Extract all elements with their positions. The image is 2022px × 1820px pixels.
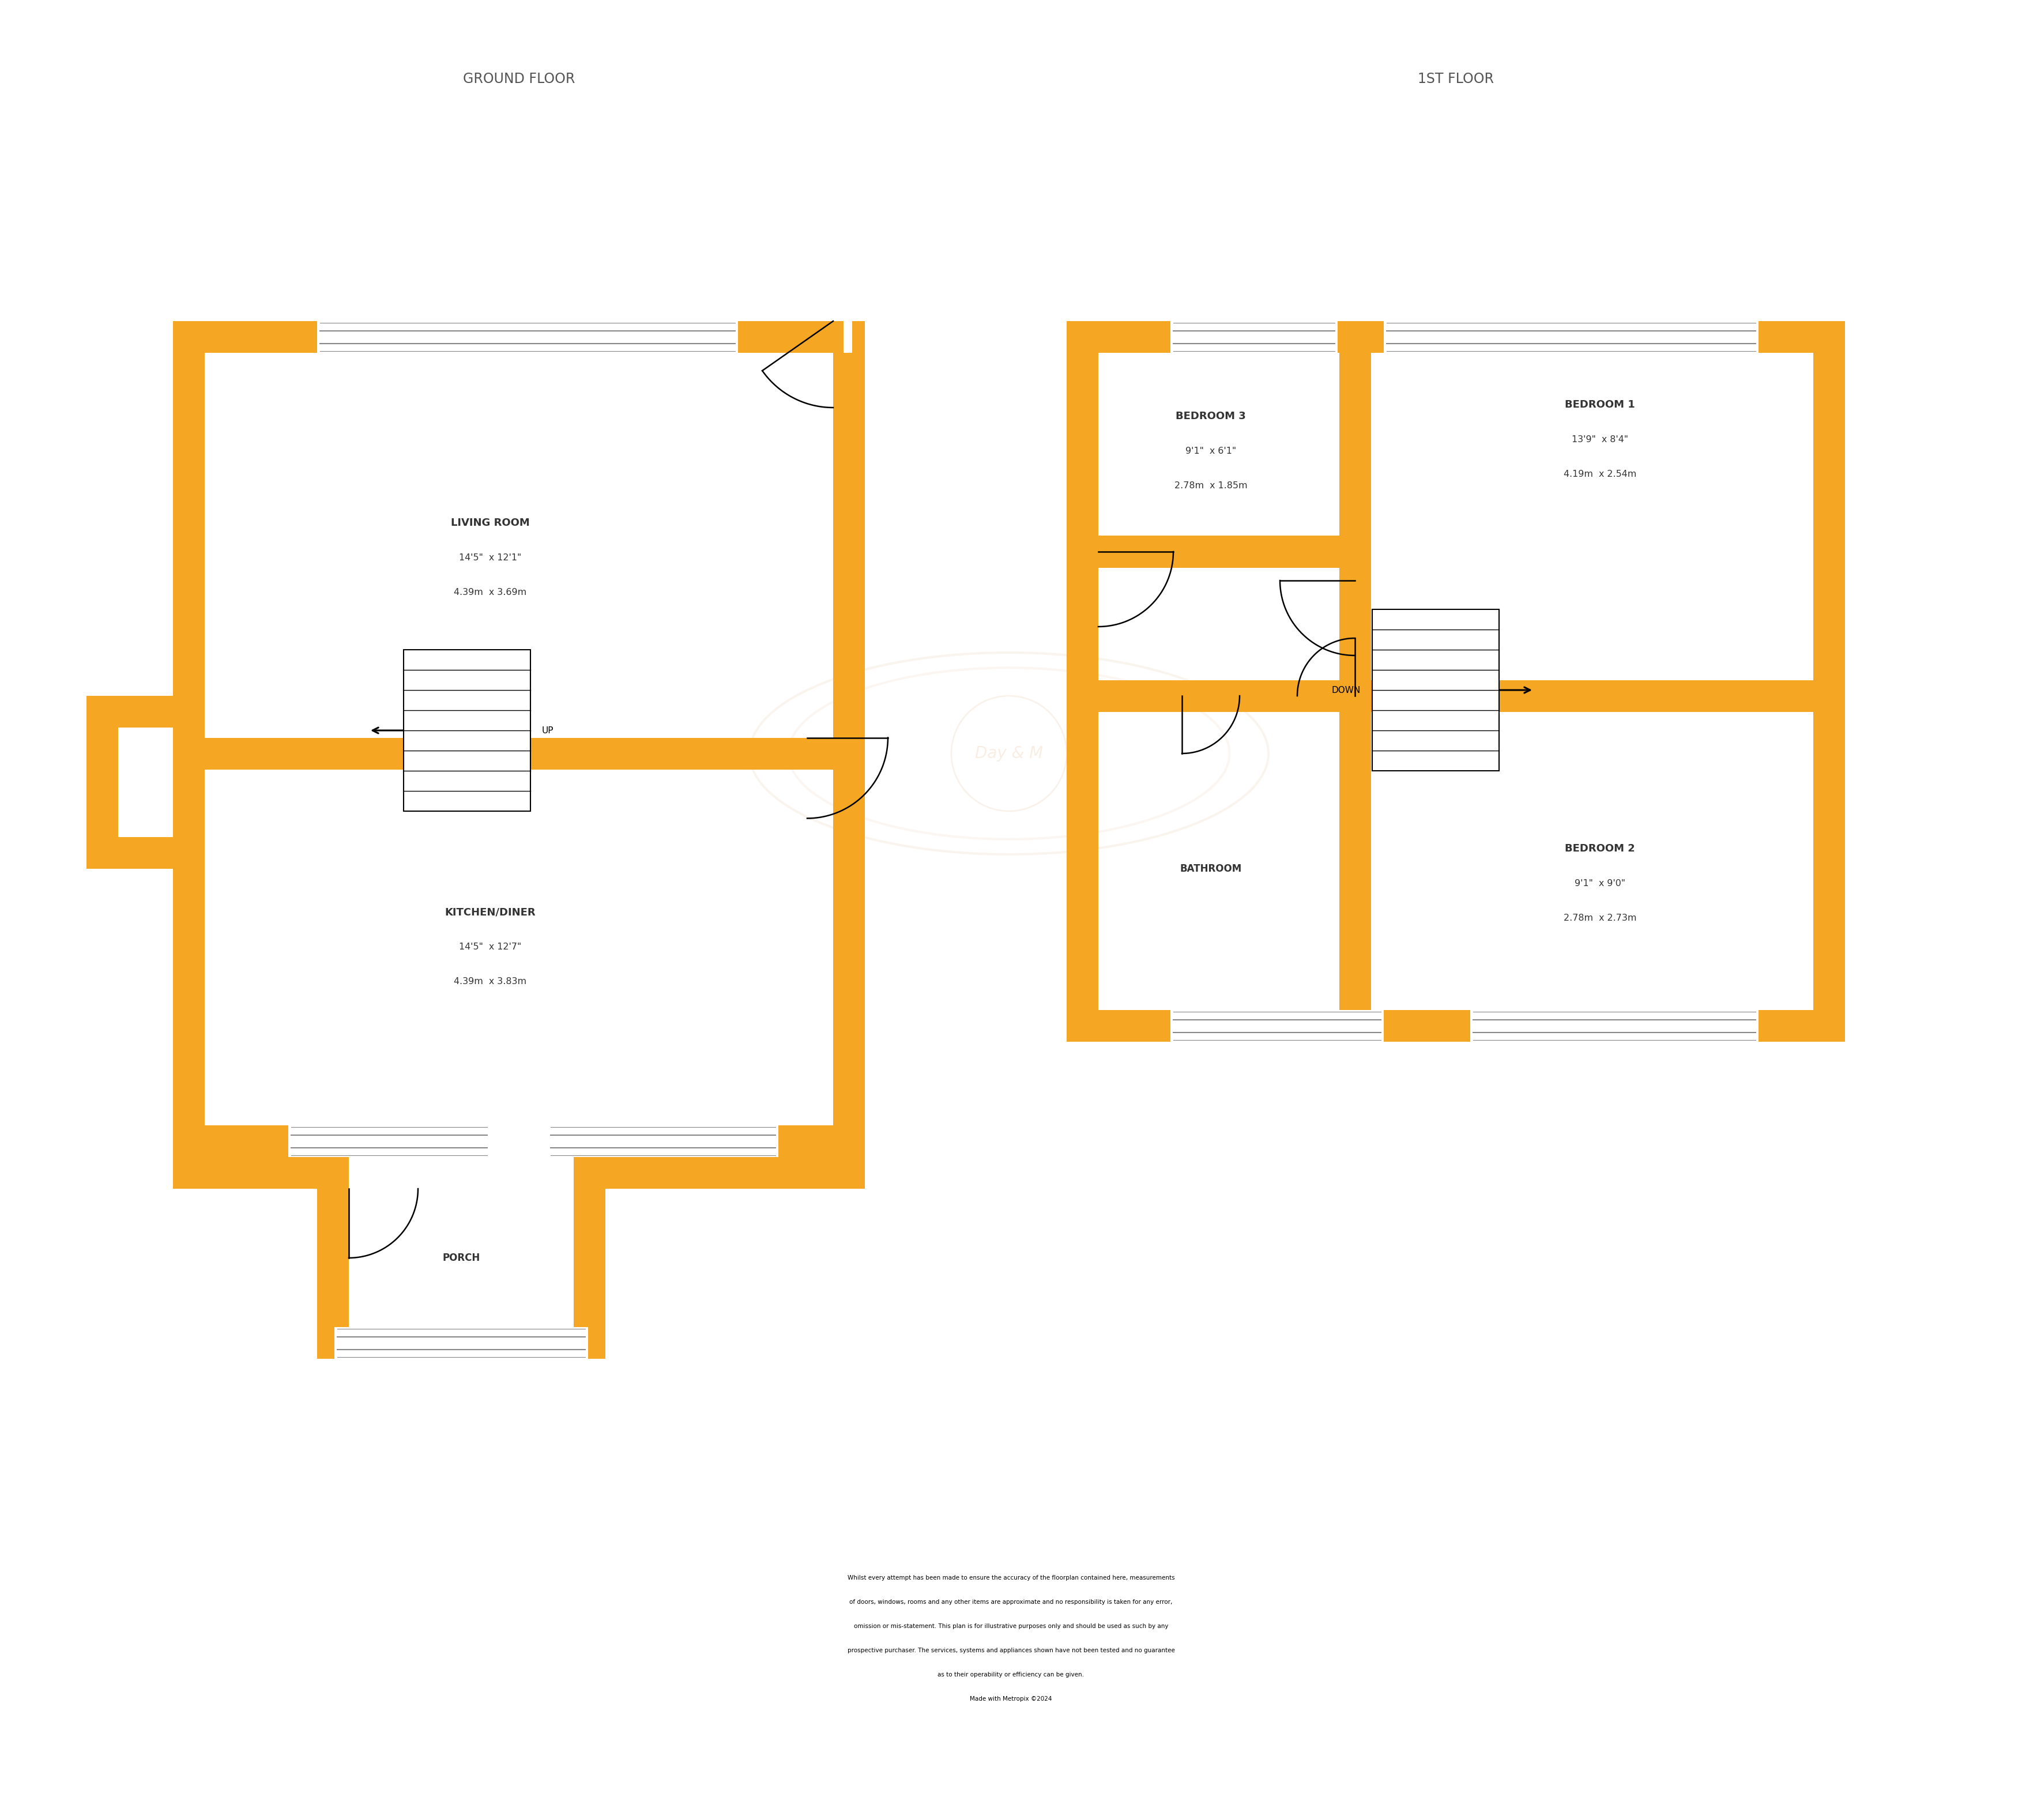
Text: 13'9"  x 8'4": 13'9" x 8'4" <box>1571 435 1628 444</box>
Text: Whilst every attempt has been made to ensure the accuracy of the floorplan conta: Whilst every attempt has been made to en… <box>847 1574 1175 1582</box>
Text: UP: UP <box>542 726 554 735</box>
Text: 4.39m  x 3.69m: 4.39m x 3.69m <box>453 588 526 597</box>
Bar <box>1068 320 1098 1041</box>
Text: prospective purchaser. The services, systems and appliances shown have not been : prospective purchaser. The services, sys… <box>847 1647 1175 1653</box>
Bar <box>1068 1010 1171 1041</box>
Bar <box>334 1327 588 1360</box>
Text: Day & M: Day & M <box>975 746 1043 761</box>
Bar <box>1239 681 1339 712</box>
Text: BATHROOM: BATHROOM <box>1181 864 1242 874</box>
Text: 9'1"  x 6'1": 9'1" x 6'1" <box>1185 446 1235 455</box>
Bar <box>87 695 174 728</box>
Text: DOWN: DOWN <box>1332 686 1361 695</box>
Bar <box>174 737 865 770</box>
Bar <box>833 320 865 353</box>
Bar <box>289 1125 489 1158</box>
Bar <box>605 1158 865 1188</box>
Text: 14'5"  x 12'1": 14'5" x 12'1" <box>459 553 522 562</box>
Bar <box>1098 681 1183 712</box>
Bar <box>1068 535 1355 568</box>
Bar <box>1470 1010 1759 1041</box>
Text: BEDROOM 2: BEDROOM 2 <box>1565 843 1636 854</box>
Bar <box>1373 610 1498 772</box>
Bar <box>833 320 865 1158</box>
Bar <box>1339 551 1371 695</box>
Bar <box>1759 320 1844 353</box>
Bar <box>1339 681 1844 712</box>
Text: Made with Metropix ©2024: Made with Metropix ©2024 <box>971 1696 1051 1702</box>
Text: as to their operability or efficiency can be given.: as to their operability or efficiency ca… <box>938 1673 1084 1678</box>
Bar <box>317 1158 350 1360</box>
Text: of doors, windows, rooms and any other items are approximate and no responsibili: of doors, windows, rooms and any other i… <box>849 1600 1173 1605</box>
Bar <box>1814 320 1844 1041</box>
Bar <box>1339 695 1371 1041</box>
Bar <box>843 320 851 353</box>
Bar <box>738 320 839 353</box>
Bar <box>548 1125 778 1158</box>
Text: GROUND FLOOR: GROUND FLOOR <box>463 73 574 86</box>
Bar <box>174 320 317 353</box>
Bar <box>404 650 530 812</box>
Bar <box>317 1327 605 1360</box>
Bar <box>807 737 833 770</box>
Bar <box>1759 1010 1844 1041</box>
Bar <box>1339 320 1371 551</box>
Bar <box>574 1158 605 1360</box>
Text: 1ST FLOOR: 1ST FLOOR <box>1417 73 1494 86</box>
Bar <box>350 1125 574 1158</box>
Text: omission or mis-statement. This plan is for illustrative purposes only and shoul: omission or mis-statement. This plan is … <box>853 1623 1169 1629</box>
Text: BEDROOM 3: BEDROOM 3 <box>1175 411 1246 422</box>
Text: 14'5"  x 12'7": 14'5" x 12'7" <box>459 943 522 950</box>
Text: 4.39m  x 3.83m: 4.39m x 3.83m <box>453 977 526 985</box>
Text: 9'1"  x 9'0": 9'1" x 9'0" <box>1575 879 1626 888</box>
Bar <box>87 837 174 868</box>
Bar <box>1171 320 1339 353</box>
Bar <box>404 650 530 812</box>
Bar <box>1068 681 1355 712</box>
Text: 2.78m  x 2.73m: 2.78m x 2.73m <box>1563 914 1636 923</box>
Text: BEDROOM 1: BEDROOM 1 <box>1565 400 1636 410</box>
Bar <box>87 695 174 728</box>
Bar <box>174 320 204 1158</box>
Bar <box>1068 320 1171 353</box>
Text: 4.19m  x 2.54m: 4.19m x 2.54m <box>1563 470 1636 479</box>
Bar <box>317 320 738 353</box>
Bar <box>489 1125 548 1158</box>
Bar <box>1373 610 1498 772</box>
Bar <box>1339 320 1383 353</box>
Bar <box>1383 320 1759 353</box>
Bar <box>778 1125 865 1158</box>
Text: PORCH: PORCH <box>443 1252 479 1263</box>
Bar <box>174 1158 317 1188</box>
Bar <box>87 695 117 868</box>
Bar <box>1383 1010 1470 1041</box>
Text: 2.78m  x 1.85m: 2.78m x 1.85m <box>1175 480 1248 490</box>
Text: KITCHEN/DINER: KITCHEN/DINER <box>445 906 536 917</box>
Bar <box>174 1125 289 1158</box>
Bar <box>1171 1010 1383 1041</box>
Bar <box>87 837 174 868</box>
Text: LIVING ROOM: LIVING ROOM <box>451 517 530 528</box>
